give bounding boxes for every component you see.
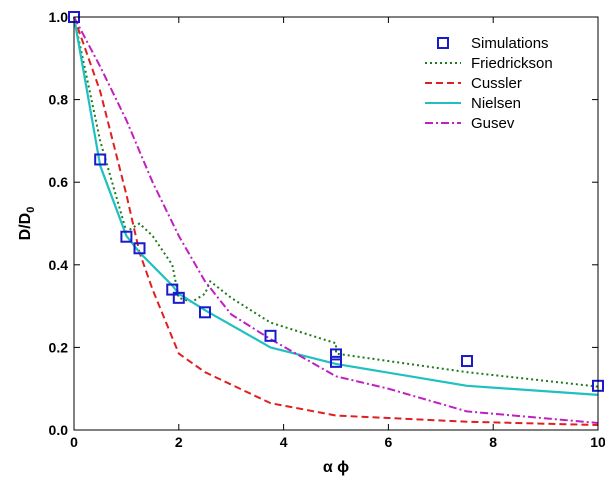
legend-label: Simulations	[471, 35, 549, 52]
legend-item-cussler: Cussler	[425, 75, 522, 92]
data-point-simulation	[264, 329, 277, 342]
data-point-simulation	[330, 355, 342, 368]
x-tick-labels: 0 2 4 6 8 10	[70, 434, 605, 450]
x-tick-label: 8	[489, 434, 497, 450]
x-tick-label: 0	[70, 434, 78, 450]
x-tick-label: 6	[385, 434, 393, 450]
x-axis-title: α ϕ	[323, 459, 349, 476]
data-point-simulation	[120, 230, 133, 243]
y-axis-title-main: D/D	[17, 213, 34, 241]
series-line-gusev	[73, 16, 599, 424]
y-tick-label: 0.8	[49, 92, 69, 108]
series-line-friedrickson	[73, 16, 599, 388]
data-point-simulation	[172, 291, 185, 304]
y-tick-label: 0.2	[49, 339, 69, 355]
series-line-cussler	[73, 16, 599, 427]
y-tick-label: 0.4	[49, 257, 69, 273]
series-line-nielsen	[72, 16, 599, 396]
legend-label: Nielsen	[471, 95, 521, 112]
y-tick-label: 1.0	[49, 9, 69, 25]
y-axis-title: D/D0	[17, 207, 37, 241]
y-tick-labels: 0.0 0.2 0.4 0.6 0.8 1.0	[49, 9, 69, 438]
y-tick-label: 0.0	[49, 422, 69, 438]
x-tick-label: 10	[590, 434, 605, 450]
data-point-simulation	[330, 348, 342, 361]
data-point-simulation	[133, 242, 146, 255]
legend-swatch	[437, 37, 449, 49]
x-tick-label: 4	[280, 434, 288, 450]
data-point-simulation	[94, 153, 107, 166]
y-axis-title-subscript: 0	[25, 207, 37, 213]
legend-item-gusev: Gusev	[425, 115, 515, 132]
legend-label: Friedrickson	[471, 55, 553, 72]
x-tick-label: 2	[175, 434, 183, 450]
legend-item-friedrickson: Friedrickson	[425, 55, 553, 72]
legend-label: Cussler	[471, 75, 522, 92]
legend-item-nielsen: Nielsen	[425, 95, 521, 112]
legend: Simulations Friedrickson Cussler Nielsen Gus…	[425, 35, 553, 132]
legend-item-simulations: Simulations	[437, 35, 549, 52]
legend-label: Gusev	[471, 115, 515, 132]
data-point-simulation	[166, 283, 179, 296]
data-point-simulation	[461, 355, 473, 368]
data-point-simulation	[199, 306, 211, 319]
y-tick-label: 0.6	[49, 174, 69, 190]
series-layer	[68, 11, 604, 427]
plot-frame	[73, 16, 599, 431]
